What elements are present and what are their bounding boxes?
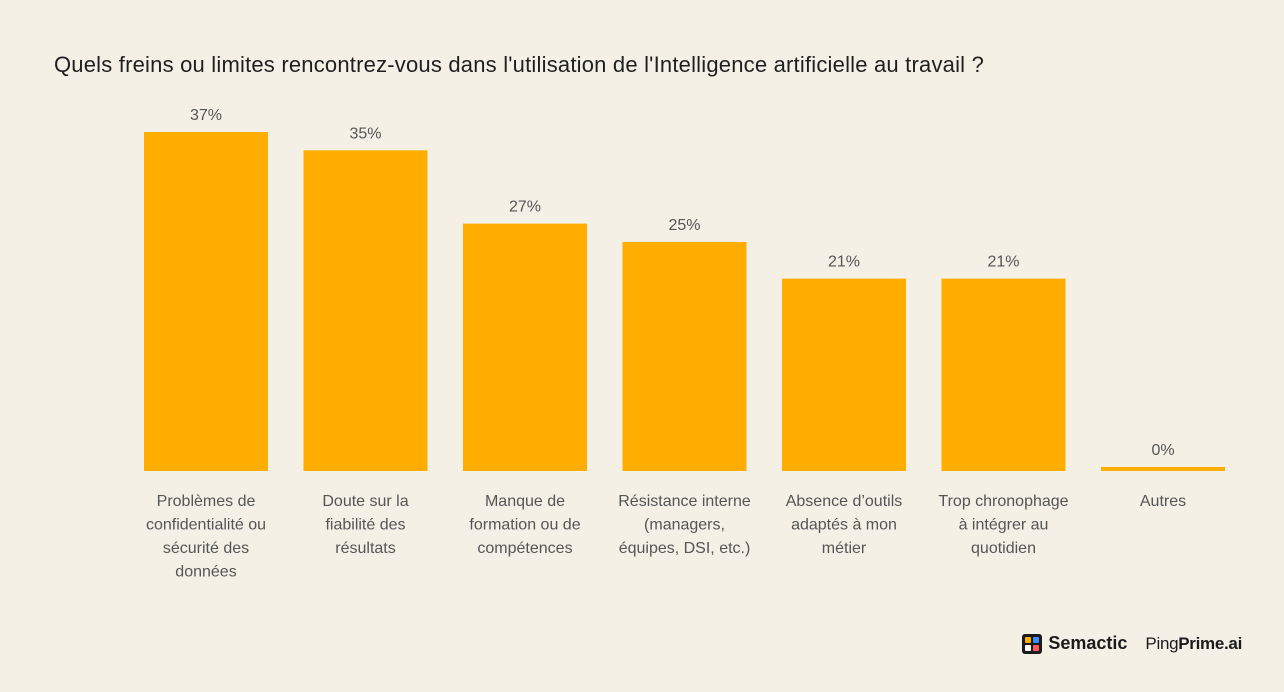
category-label-1: Problèmes de confidentialité ou sécurité d… [146, 493, 266, 581]
value-label-6: 21% [987, 254, 1019, 271]
category-label-2-line-2: fiabilité des [325, 517, 405, 534]
pingprime-ping: Ping [1145, 633, 1179, 653]
category-label-6-line-1: Trop chronophage [938, 493, 1068, 510]
category-label-5-line-1: Absence d’outils [786, 493, 903, 510]
value-label-4: 25% [668, 217, 700, 234]
category-label-3-line-2: formation ou de [469, 517, 580, 534]
category-label-4-line-2: (managers, [644, 517, 725, 534]
category-label-1-line-4: données [175, 564, 236, 581]
category-label-2-line-1: Doute sur la [322, 493, 408, 510]
value-label-2: 35% [349, 125, 381, 142]
category-label-3: Manque de formation ou de compétences [469, 493, 580, 557]
footer-logos: Semactic PingPrime.ai [1022, 633, 1242, 654]
category-label-4-line-1: Résistance interne [618, 493, 751, 510]
category-label-6-line-3: quotidien [971, 540, 1036, 557]
category-label-2-line-3: résultats [335, 540, 395, 557]
category-label-5: Absence d’outils adaptés à mon métier [786, 493, 903, 557]
category-label-7: Autres [1140, 493, 1186, 510]
value-label-3: 27% [509, 199, 541, 216]
category-label-4-line-3: équipes, DSI, etc.) [619, 540, 751, 557]
category-label-2: Doute sur la fiabilité des résultats [322, 493, 408, 557]
category-label-5-line-3: métier [822, 540, 867, 557]
category-label-4: Résistance interne (managers, équipes, DSI… [618, 493, 751, 557]
category-label-6-line-2: à intégrer au [959, 517, 1049, 534]
bar-1 [144, 132, 268, 471]
bar-7 [1101, 467, 1225, 471]
chart-title: Quels freins ou limites rencontrez-vous … [54, 52, 985, 77]
semactic-logo-icon [1022, 633, 1043, 654]
pingprime-prime: Prime.ai [1178, 633, 1242, 653]
category-label-1-line-2: confidentialité ou [146, 517, 266, 534]
bar-4 [622, 241, 747, 471]
value-label-1: 37% [190, 107, 222, 124]
value-labels-group: 37% 35% 27% 25% 21% 21% 0% [190, 107, 1175, 459]
category-label-1-line-3: sécurité des [163, 540, 249, 557]
category-label-5-line-2: adaptés à mon [791, 517, 897, 534]
value-label-7: 0% [1151, 442, 1174, 459]
category-label-3-line-3: compétences [477, 540, 572, 557]
pingprime-logo: PingPrime.ai [1145, 634, 1242, 654]
category-label-3-line-1: Manque de [485, 493, 565, 510]
category-labels-group: Problèmes de confidentialité ou sécurité d… [146, 493, 1186, 581]
semactic-name: Semactic [1048, 633, 1128, 653]
value-label-5: 21% [828, 254, 860, 271]
bar-3 [463, 223, 587, 471]
category-label-1-line-1: Problèmes de [157, 493, 256, 510]
bars-group [144, 132, 1225, 471]
bar-2 [303, 150, 428, 471]
semactic-logo: Semactic [1022, 633, 1127, 654]
category-label-7-line-1: Autres [1140, 493, 1186, 510]
bar-5 [782, 278, 906, 471]
bar-6 [941, 278, 1066, 471]
category-label-6: Trop chronophage à intégrer au quotidien [938, 493, 1068, 557]
